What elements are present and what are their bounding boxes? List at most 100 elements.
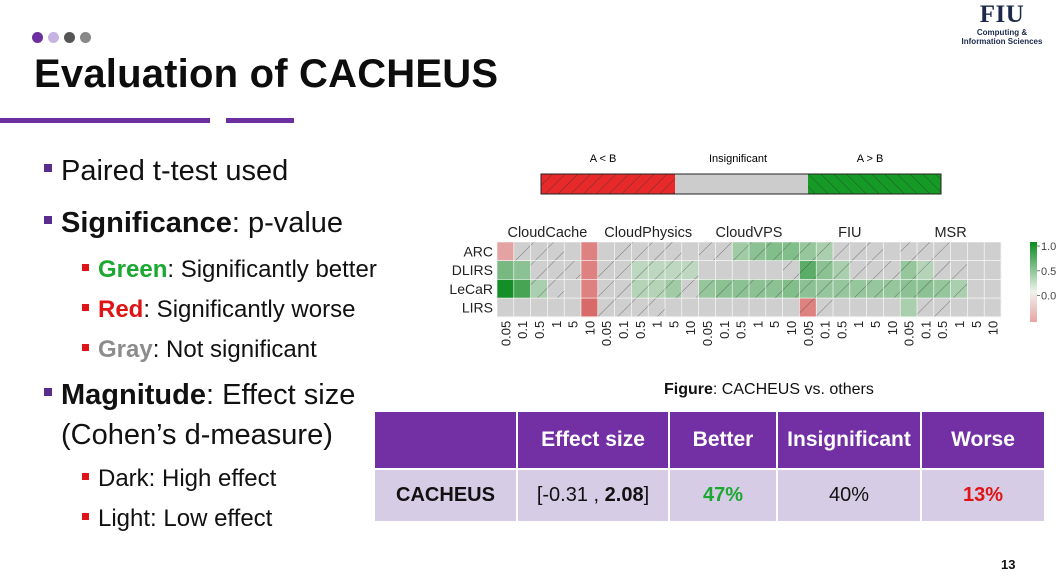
figure-caption: Figure: CACHEUS vs. others: [664, 381, 874, 399]
heatmap-cell-hatch: [782, 242, 800, 261]
effect-size-cell: [-0.31 , 2.08]: [517, 468, 670, 521]
heatmap-cell-hatch: [614, 242, 632, 261]
heatmap-cell: [513, 279, 531, 299]
heatmap-cell-hatch: [799, 242, 817, 261]
heatmap-cell-hatch: [765, 242, 783, 261]
heatmap-cell-hatch: [732, 242, 749, 261]
legend-right-label: A > B: [857, 153, 884, 165]
heatmap-cell-hatch: [547, 242, 565, 261]
subbullet-marker: [82, 513, 89, 520]
heatmap-cell-hatch: [917, 260, 934, 280]
logo-subtitle-2: Information Sciences: [961, 37, 1043, 46]
heatmap-cell: [984, 242, 1002, 261]
heatmap-cell: [984, 298, 1002, 318]
column-label: 10: [784, 321, 799, 335]
heatmap-cell-hatch: [530, 242, 548, 261]
heatmap-cell-hatch: [530, 279, 548, 299]
heatmap-cell: [715, 260, 733, 280]
heatmap-cell-hatch: [665, 242, 682, 261]
caption-label: Figure: [664, 381, 713, 398]
colorbar-tick-label: 0.5: [1041, 266, 1056, 278]
column-label: 1: [650, 321, 665, 328]
heatmap-cell: [732, 260, 750, 280]
header-better: Better: [669, 412, 778, 469]
heatmap-cell-hatch: [681, 260, 699, 280]
summary-table: Effect size Better Insignificant Worse C…: [375, 412, 1044, 521]
heatmap-cell: [883, 298, 901, 318]
heatmap-cell-hatch: [900, 260, 917, 280]
effect-max: 2.08: [604, 484, 644, 506]
gray-label: Gray: [98, 336, 153, 363]
column-label: 10: [885, 321, 900, 335]
header-insignificant: Insignificant: [777, 412, 922, 469]
heatmap-cell: [698, 260, 716, 280]
heatmap-cell: [564, 298, 582, 318]
heatmap-cells: CloudCache CloudPhysics CloudVPS FIU MSR ARC D…: [449, 225, 1056, 346]
significance-legend: A < B Insignificant A > B: [540, 153, 942, 195]
heatmap-cell-hatch: [883, 260, 901, 280]
column-label: 0.1: [717, 321, 732, 339]
bullet-marker: [44, 388, 52, 396]
legend-better-hatch: [808, 174, 941, 194]
table-row: CACHEUS [-0.31 , 2.08] 47% 40% 13%: [375, 468, 1044, 521]
heatmap-cell-hatch: [614, 279, 632, 299]
heatmap-cell: [497, 298, 515, 318]
legend-worse-hatch: [541, 174, 675, 194]
caption-text: : CACHEUS vs. others: [712, 381, 874, 398]
cohen-line: (Cohen’s d-measure): [61, 419, 333, 451]
row-label: ARC: [463, 243, 493, 259]
worse-cell: 13%: [921, 468, 1044, 521]
heatmap-cell-hatch: [564, 260, 581, 280]
red-label: Red: [98, 296, 144, 323]
heatmap-cell-hatch: [799, 279, 817, 299]
gray-text: : Not significant: [152, 336, 317, 363]
heatmap-cell: [749, 298, 767, 318]
title-underline-right: [226, 118, 294, 123]
page-number: 13: [1001, 557, 1016, 572]
effect-size-heatmap: CloudCache CloudPhysics CloudVPS FIU MSR ARC D…: [449, 225, 1056, 346]
effect-close: ]: [643, 484, 650, 506]
column-label: 0.5: [935, 321, 950, 339]
table-header-row: Effect size Better Insignificant Worse: [375, 412, 1044, 469]
column-label: 1: [952, 321, 967, 328]
column-label: 0.1: [616, 321, 631, 339]
bullet-text: Paired t-test used: [61, 155, 289, 187]
dot-2: [48, 32, 59, 43]
heatmap-cell: [967, 242, 985, 261]
heatmap-cell-hatch: [631, 298, 649, 317]
column-label: 10: [683, 321, 698, 335]
heatmap-cell-hatch: [665, 279, 682, 299]
column-label: 10: [582, 321, 597, 335]
heatmap-cell-hatch: [547, 279, 565, 299]
title-underline-left: [0, 118, 210, 123]
heatmap-cell-hatch: [900, 242, 917, 261]
heatmap-cell-hatch: [597, 279, 615, 299]
heatmap-cell-hatch: [681, 279, 699, 299]
heatmap-cell: [497, 260, 515, 280]
heatmap-cell-hatch: [715, 279, 733, 299]
heatmap-cell-hatch: [698, 242, 716, 261]
heatmap-cell-hatch: [749, 242, 766, 261]
column-label: 1: [750, 321, 765, 328]
magnitude-text: : Effect size: [206, 379, 356, 411]
heatmap-cell-hatch: [833, 260, 850, 280]
heatmap-cell: [900, 298, 918, 318]
row-label: DLIRS: [452, 262, 493, 278]
header-worse: Worse: [921, 412, 1044, 469]
heatmap-cell: [732, 298, 750, 318]
heatmap-cell: [564, 279, 582, 299]
heatmap-cell: [564, 242, 582, 261]
dot-1: [32, 32, 43, 43]
logo-subtitle-1: Computing &: [976, 28, 1028, 37]
heatmap-cell: [967, 298, 985, 318]
heatmap-cell-hatch: [866, 242, 884, 261]
heatmap-cell-hatch: [799, 298, 817, 317]
heatmap-cell: [497, 279, 515, 299]
heatmap-cell-hatch: [614, 298, 632, 317]
column-label: 1: [851, 321, 866, 328]
row-name: CACHEUS: [375, 468, 518, 521]
column-label: 5: [969, 321, 984, 328]
dot-4: [80, 32, 91, 43]
heatmap-cell: [765, 260, 783, 280]
heatmap-cell: [866, 298, 884, 318]
